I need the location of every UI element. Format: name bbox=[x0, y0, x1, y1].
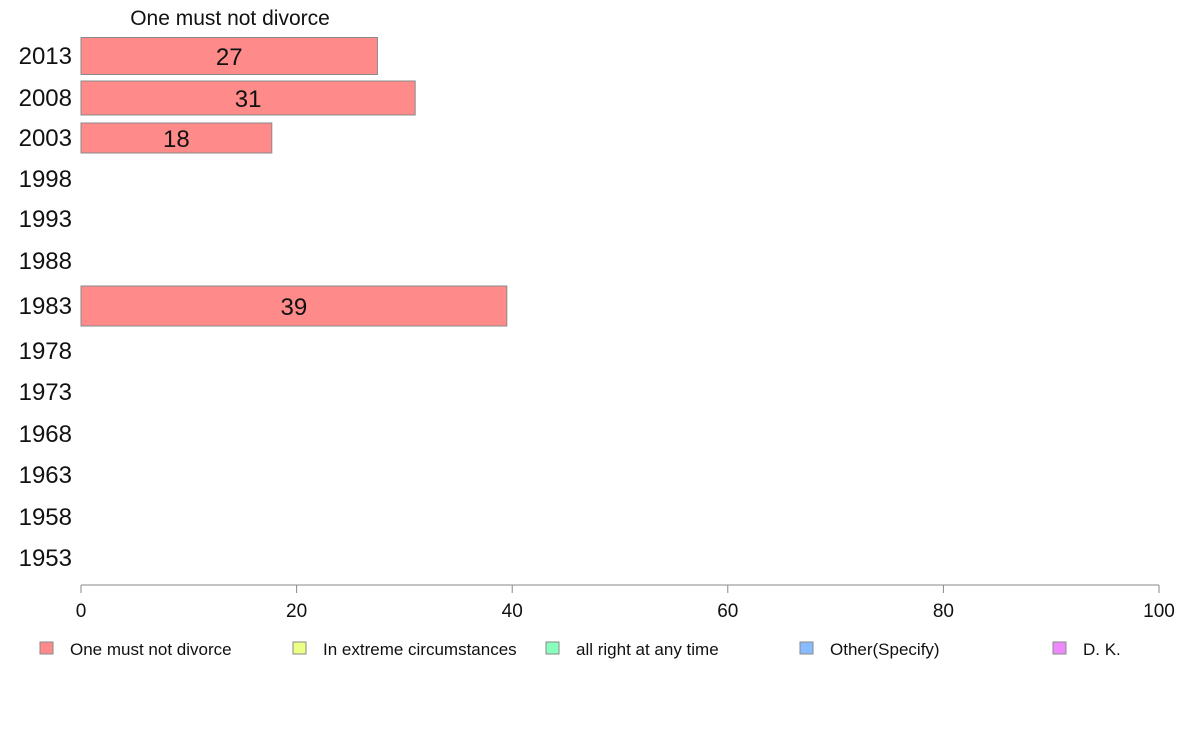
y-axis-labels: 2013 2008 2003 1998 1993 1988 1983 1978 1973 1968… bbox=[19, 43, 72, 572]
y-tick-label: 1978 bbox=[19, 338, 72, 365]
y-tick-label: 2008 bbox=[19, 85, 72, 112]
y-tick-label: 1988 bbox=[19, 248, 72, 275]
y-tick-label: 1983 bbox=[19, 293, 72, 320]
x-tick-label: 60 bbox=[717, 601, 738, 622]
legend-swatch bbox=[292, 641, 307, 655]
y-tick-label: 2003 bbox=[19, 125, 72, 152]
data-label: 18 bbox=[163, 126, 190, 153]
bar bbox=[80, 285, 508, 327]
y-tick-label: 1953 bbox=[19, 545, 72, 572]
data-label: 27 bbox=[216, 44, 243, 71]
y-tick-label: 1963 bbox=[19, 462, 72, 489]
y-tick-label: 1958 bbox=[19, 504, 72, 531]
y-tick-label: 1973 bbox=[19, 379, 72, 406]
x-tick-label: 0 bbox=[76, 601, 87, 622]
bar bbox=[80, 80, 416, 116]
chart-title: One must not divorce bbox=[130, 7, 330, 30]
legend-label: One must not divorce bbox=[70, 640, 232, 659]
legend-swatch bbox=[39, 641, 54, 655]
y-tick-label: 1998 bbox=[19, 166, 72, 193]
x-tick-label: 80 bbox=[933, 601, 954, 622]
y-tick-label: 1968 bbox=[19, 421, 72, 448]
x-tick-label: 40 bbox=[502, 601, 523, 622]
legend: One must not divorce In extreme circumsta… bbox=[39, 640, 1121, 659]
legend-swatch bbox=[1052, 641, 1067, 655]
legend-label: all right at any time bbox=[576, 640, 719, 659]
y-tick-label: 1993 bbox=[19, 206, 72, 233]
y-tick-label: 2013 bbox=[19, 43, 72, 70]
legend-swatch bbox=[799, 641, 814, 655]
bars: 27 31 18 39 bbox=[80, 37, 508, 327]
data-label: 39 bbox=[281, 294, 308, 321]
bar bbox=[80, 37, 378, 75]
legend-label: D. K. bbox=[1083, 640, 1121, 659]
legend-label: Other(Specify) bbox=[830, 640, 940, 659]
bar bbox=[80, 122, 273, 154]
legend-swatch bbox=[545, 641, 560, 655]
x-tick-label: 20 bbox=[286, 601, 307, 622]
data-label: 31 bbox=[235, 86, 262, 113]
legend-label: In extreme circumstances bbox=[323, 640, 517, 659]
x-tick-label: 100 bbox=[1143, 601, 1175, 622]
x-axis: 0 20 40 60 80 100 bbox=[76, 584, 1175, 622]
